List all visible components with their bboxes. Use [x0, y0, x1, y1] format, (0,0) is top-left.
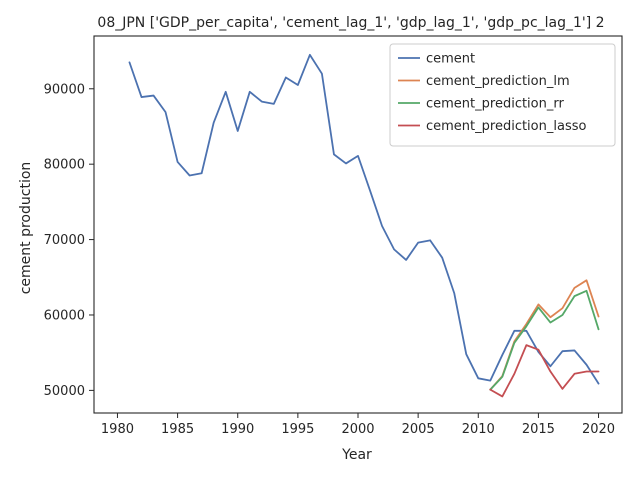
- x-tick-label: 2020: [582, 422, 615, 437]
- y-tick-label: 90000: [44, 82, 85, 97]
- x-tick-label: 2010: [462, 422, 495, 437]
- series-line-cement: [128, 53, 600, 385]
- legend-label: cement_prediction_lasso: [426, 119, 586, 134]
- x-tick-label: 2015: [522, 422, 555, 437]
- series-line-cement-prediction-rr: [489, 289, 600, 391]
- x-tick-label: 2005: [402, 422, 435, 437]
- legend-label: cement_prediction_lm: [426, 74, 570, 89]
- legend-label: cement: [426, 52, 475, 67]
- x-tick-label: 1985: [161, 422, 194, 437]
- x-tick-label: 2000: [341, 422, 374, 437]
- legend-label: cement_prediction_rr: [426, 97, 564, 112]
- y-tick-label: 80000: [44, 158, 85, 173]
- y-tick-label: 60000: [44, 308, 85, 323]
- legend-box: [389, 43, 616, 147]
- chart-title: 08_JPN ['GDP_per_capita', 'cement_lag_1'…: [97, 15, 604, 31]
- x-tick-label: 1990: [221, 422, 254, 437]
- x-axis: 1980 1985 1990 1995 2000 2005 2010 2015 2020: [101, 413, 615, 437]
- y-axis: 50000 60000 70000 80000 90000: [44, 82, 94, 399]
- legend: cement cement_prediction_lm cement_predict…: [389, 43, 616, 147]
- y-axis-label: cement production: [18, 162, 34, 295]
- series-lines: [128, 53, 600, 398]
- y-tick-label: 70000: [44, 233, 85, 248]
- x-tick-label: 1995: [281, 422, 314, 437]
- y-tick-label: 50000: [44, 384, 85, 399]
- series-line-cement-prediction-lasso: [489, 344, 600, 398]
- x-axis-label: Year: [341, 447, 372, 463]
- x-tick-label: 1980: [101, 422, 134, 437]
